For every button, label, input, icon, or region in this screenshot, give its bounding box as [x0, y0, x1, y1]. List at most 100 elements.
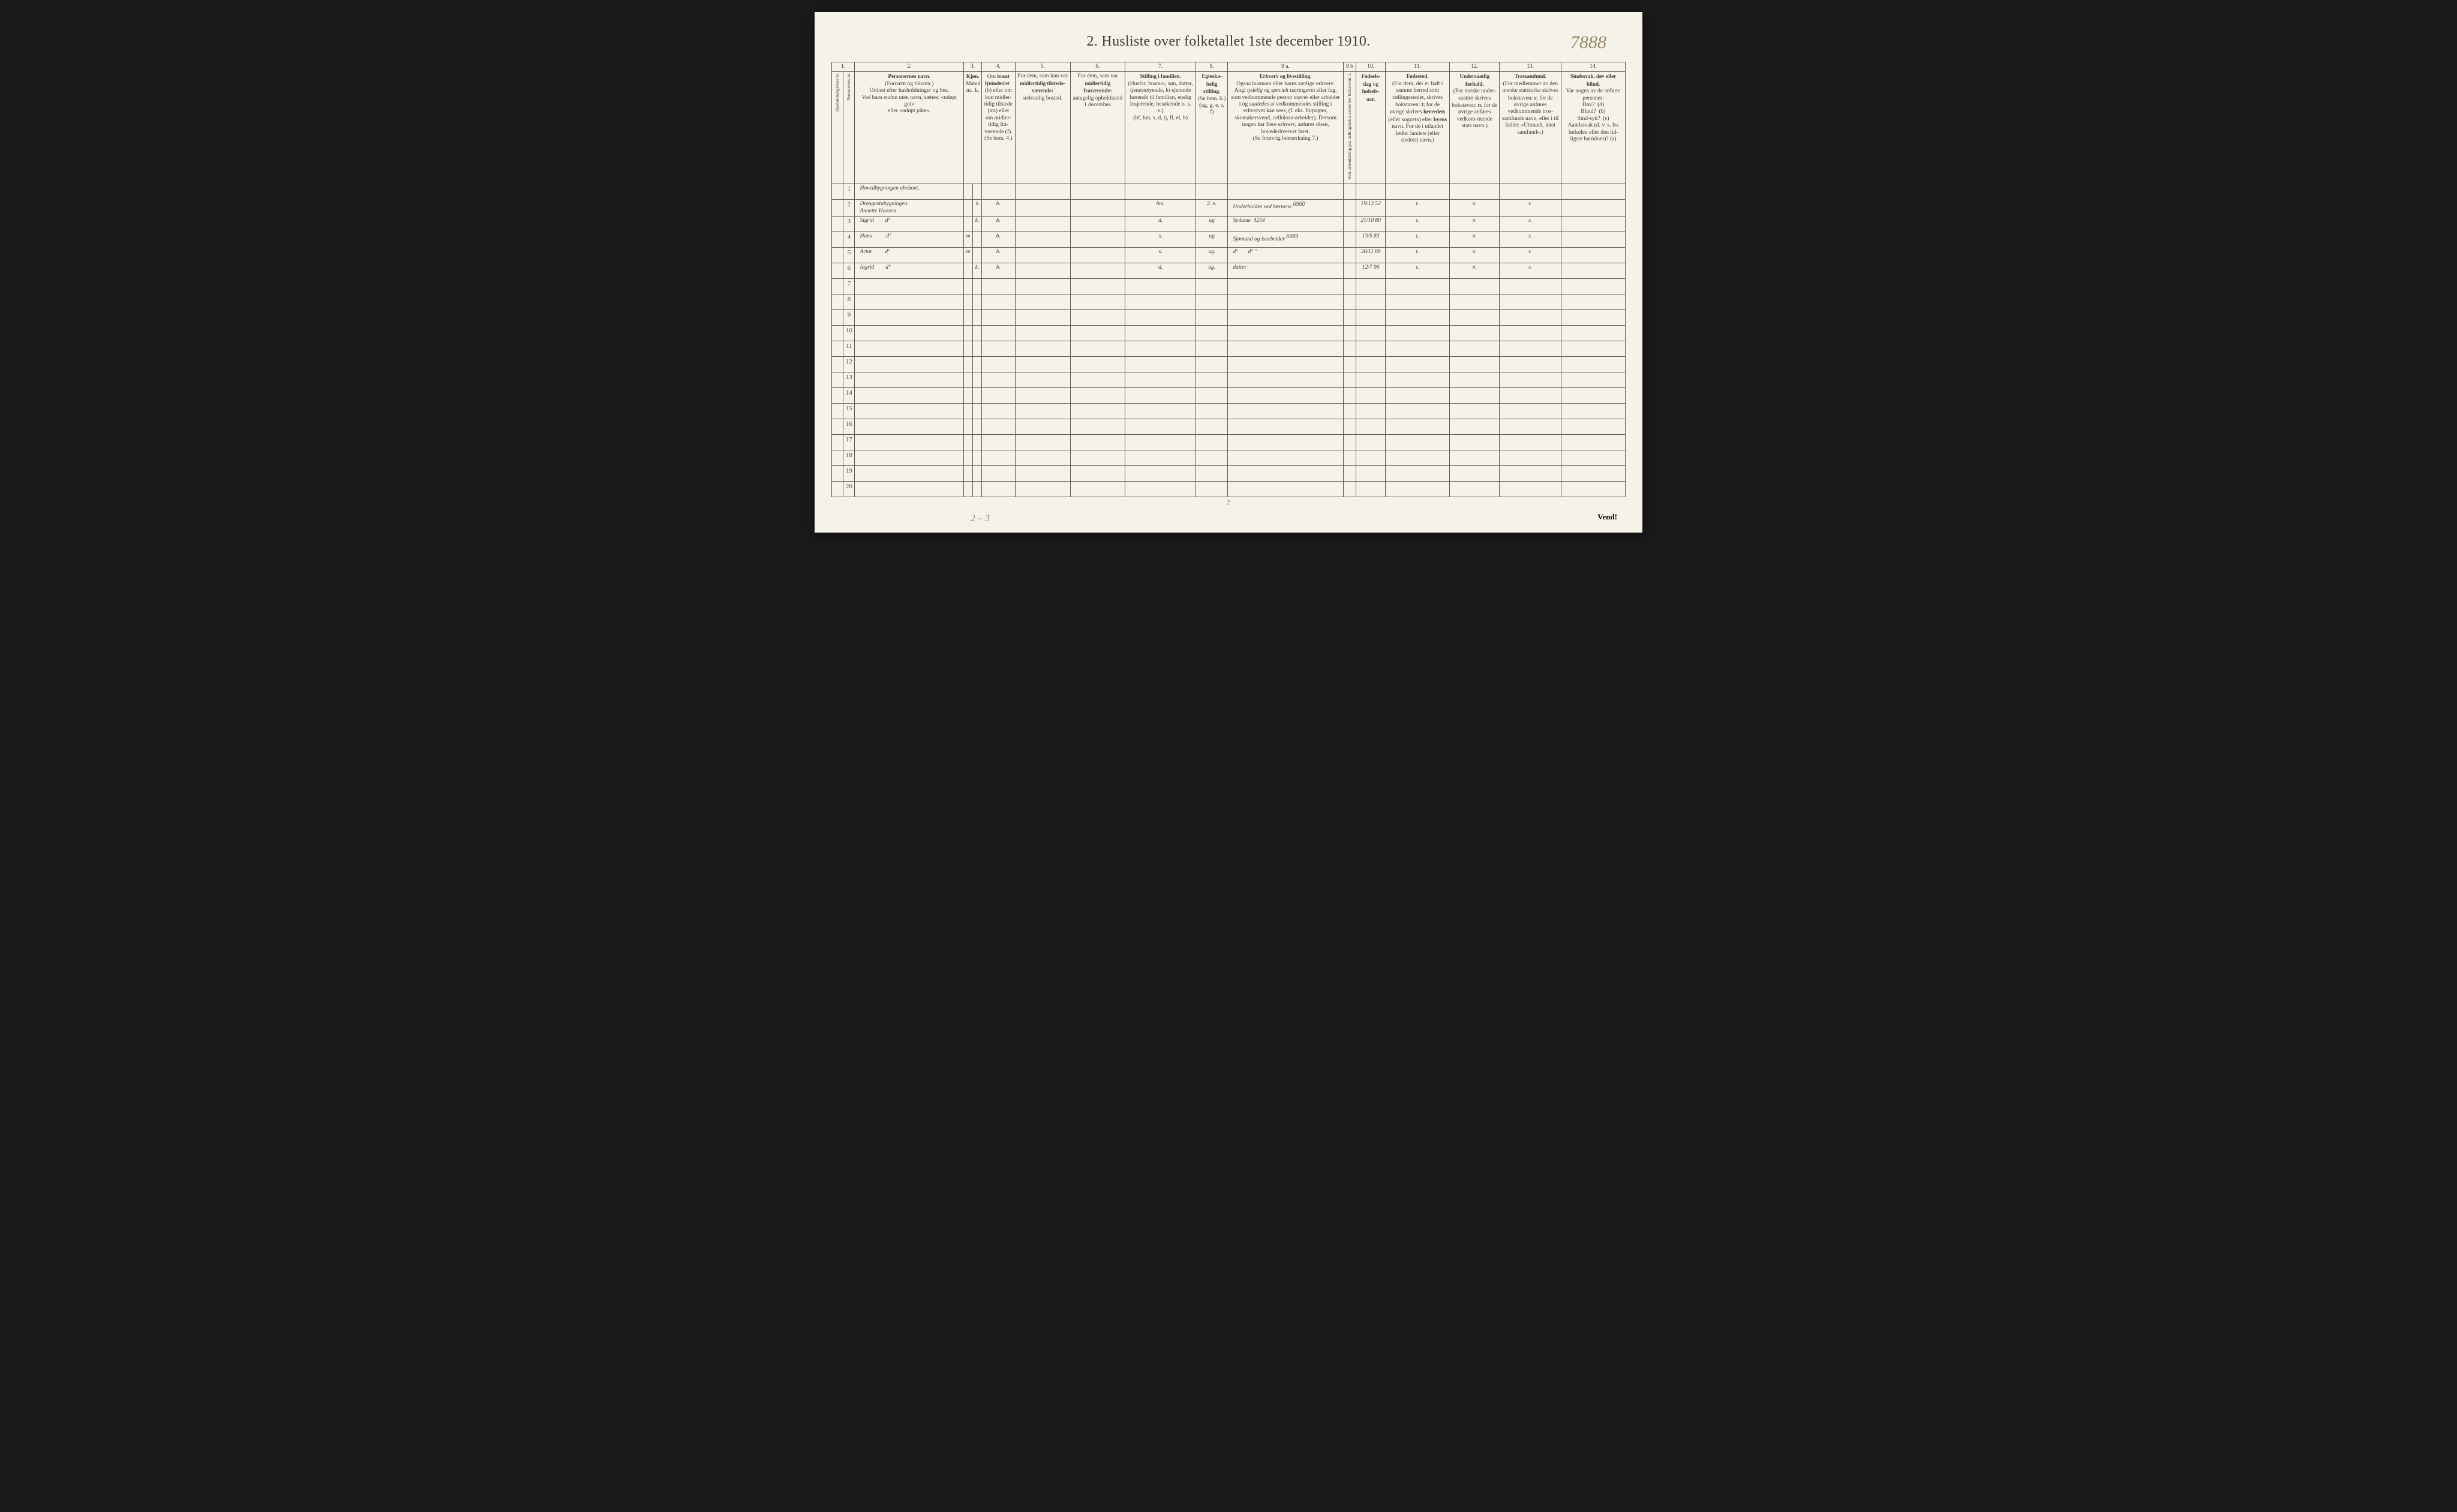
- empty-cell: [1386, 388, 1450, 404]
- table-row: 4Hans d°mb.s.ugSjømand og isarbeider 698…: [832, 232, 1626, 248]
- cell-disability: [1561, 263, 1626, 279]
- empty-cell: [1343, 419, 1356, 435]
- empty-cell: [973, 357, 982, 372]
- empty-cell: [1343, 310, 1356, 326]
- cell-birthplace: t.: [1386, 248, 1450, 263]
- person-nr: 10: [843, 326, 855, 341]
- person-nr: 13: [843, 372, 855, 388]
- empty-cell: [973, 326, 982, 341]
- empty-cell: [982, 279, 1016, 294]
- empty-cell: [973, 450, 982, 466]
- empty-cell: [982, 482, 1016, 497]
- empty-cell: [1450, 466, 1500, 482]
- person-nr: 2: [843, 200, 855, 217]
- cell-family: s.: [1125, 248, 1196, 263]
- empty-cell: [1500, 388, 1561, 404]
- empty-cell: [1196, 450, 1227, 466]
- hdr-nationality: Undersaatlig forhold.(For norske under-s…: [1450, 72, 1500, 184]
- table-row: 3Sigrid d°k.b.d.ugSydame 425421/10 80t.n…: [832, 217, 1626, 232]
- empty-cell: [1343, 341, 1356, 357]
- empty-cell: [1386, 341, 1450, 357]
- empty-cell: [982, 466, 1016, 482]
- empty-cell: [1561, 310, 1626, 326]
- colnum-13: 13.: [1500, 62, 1561, 72]
- table-row: 12: [832, 357, 1626, 372]
- colnum-7: 7.: [1125, 62, 1196, 72]
- household-nr: [832, 263, 843, 279]
- empty-cell: [1561, 388, 1626, 404]
- table-row: 11: [832, 341, 1626, 357]
- cell-marital: 2. e.: [1196, 200, 1227, 217]
- empty-cell: [1343, 357, 1356, 372]
- empty-cell: [1228, 294, 1343, 310]
- empty-cell: [1070, 404, 1125, 419]
- cell-marital: ug.: [1196, 248, 1227, 263]
- table-row: 10: [832, 326, 1626, 341]
- empty-cell: [1500, 310, 1561, 326]
- table-row: 7: [832, 279, 1626, 294]
- cell-temp-absent: [1070, 200, 1125, 217]
- table-row: 16: [832, 419, 1626, 435]
- empty-cell: [1450, 357, 1500, 372]
- table-row: 17: [832, 435, 1626, 450]
- cell-residence: b.: [982, 248, 1016, 263]
- cell-temp-present: [1015, 200, 1070, 217]
- cell-temp-absent: [1070, 217, 1125, 232]
- cell-dob: 21/10 80: [1356, 217, 1386, 232]
- empty-cell: [964, 357, 973, 372]
- empty-cell: [1386, 450, 1450, 466]
- person-nr: 5: [843, 248, 855, 263]
- empty-cell: [1228, 388, 1343, 404]
- empty-cell: [1196, 310, 1227, 326]
- cell-name: Ingrid d°: [855, 263, 964, 279]
- empty-cell: [1196, 419, 1227, 435]
- empty-cell: [855, 482, 964, 497]
- cell-family: hm.: [1125, 200, 1196, 217]
- empty-cell: [964, 419, 973, 435]
- empty-cell: [855, 341, 964, 357]
- cell-male: [964, 263, 973, 279]
- page-title: 2. Husliste over folketallet 1ste decemb…: [831, 34, 1626, 50]
- empty-cell: [1561, 341, 1626, 357]
- empty-cell: [1015, 357, 1070, 372]
- empty-cell: [1070, 388, 1125, 404]
- cell-religion: s.: [1500, 217, 1561, 232]
- cell-female: k: [973, 200, 982, 217]
- empty-cell: [1386, 294, 1450, 310]
- cell-nationality: n.: [1450, 232, 1500, 248]
- cell-temp-absent: [1070, 263, 1125, 279]
- cell-dob: 13/5 83: [1356, 232, 1386, 248]
- empty-cell: [1125, 341, 1196, 357]
- empty-cell: [1500, 279, 1561, 294]
- census-page: 7888 2. Husliste over folketallet 1ste d…: [815, 12, 1642, 533]
- empty-cell: [1356, 419, 1386, 435]
- empty-cell: [1070, 357, 1125, 372]
- empty-cell: [1356, 294, 1386, 310]
- empty-cell: [1070, 341, 1125, 357]
- cell-temp-present: [1015, 263, 1070, 279]
- hdr-residence: Om bosat paa stedet (b) eller om kun mid…: [982, 72, 1016, 184]
- empty-cell: [1196, 326, 1227, 341]
- cell-unemployed: [1343, 217, 1356, 232]
- empty-cell: [1070, 310, 1125, 326]
- empty-cell: [1356, 435, 1386, 450]
- empty-cell: [964, 310, 973, 326]
- empty-cell: [1500, 466, 1561, 482]
- cell-name: Hovedbygningen ubeboet.: [855, 184, 964, 200]
- cell-female: k.: [973, 217, 982, 232]
- empty-cell: [1343, 326, 1356, 341]
- empty-cell: [1343, 450, 1356, 466]
- empty-cell: [1196, 482, 1227, 497]
- cell-unemployed: [1343, 263, 1356, 279]
- person-nr: 1: [843, 184, 855, 200]
- cell-family: [1125, 184, 1196, 200]
- colnum-5: 5.: [1015, 62, 1070, 72]
- household-nr: [832, 404, 843, 419]
- empty-cell: [855, 419, 964, 435]
- table-row: 13: [832, 372, 1626, 388]
- cell-name: Sigrid d°: [855, 217, 964, 232]
- person-nr: 20: [843, 482, 855, 497]
- cell-female: [973, 184, 982, 200]
- table-row: 20: [832, 482, 1626, 497]
- cell-male: m: [964, 232, 973, 248]
